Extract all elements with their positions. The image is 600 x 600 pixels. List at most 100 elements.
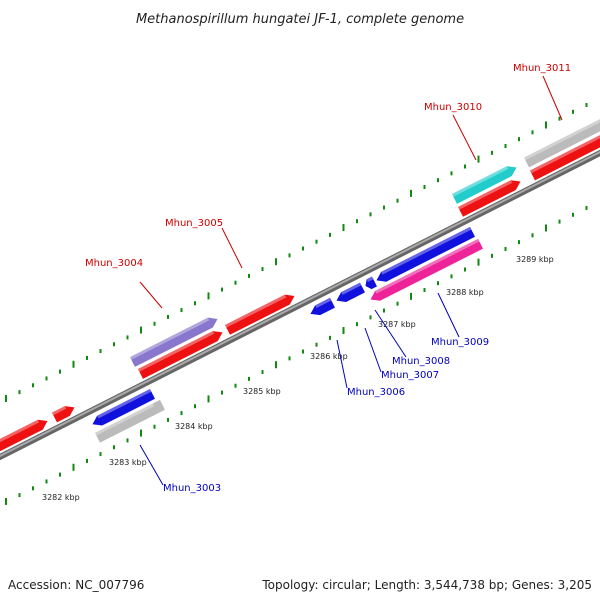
tick-mark — [369, 212, 372, 217]
tick-mark — [464, 267, 466, 272]
genome-summary-text: Topology: circular; Length: 3,544,738 bp… — [262, 578, 592, 592]
tick-mark — [491, 253, 493, 258]
gene-label-mhun-3011[interactable]: Mhun_3011 — [513, 63, 571, 74]
tick-label-3283: 3283 kbp — [109, 458, 147, 467]
tick-mark — [207, 395, 210, 403]
tick-mark — [491, 150, 493, 155]
gene-feature-gb4[interactable] — [363, 276, 377, 291]
tick-mark — [261, 370, 264, 375]
gene-label-mhun-3006[interactable]: Mhun_3006 — [347, 387, 405, 398]
gene-feature-gb2[interactable] — [308, 297, 335, 319]
gene-label-mhun-3008[interactable]: Mhun_3008 — [392, 356, 450, 367]
tick-labels: 3282 kbp 3283 kbp 3284 kbp 3285 kbp 3286… — [42, 255, 554, 502]
gene-feature-gc1[interactable] — [452, 163, 519, 204]
tick-mark — [288, 356, 291, 361]
gene-label-mhun-3003[interactable]: Mhun_3003 — [163, 483, 221, 494]
gene-label-mhun-3010[interactable]: Mhun_3010 — [424, 102, 482, 113]
tick-mark — [450, 171, 453, 176]
gene-feature-gg1[interactable] — [95, 399, 165, 443]
tick-mark — [86, 458, 88, 463]
gene-feature-g6[interactable] — [530, 130, 600, 181]
gene-features — [0, 114, 600, 454]
tick-mark — [207, 292, 210, 300]
tick-mark — [221, 390, 223, 395]
tick-mark — [113, 342, 115, 347]
tick-mark — [45, 376, 48, 381]
tick-mark — [126, 438, 129, 443]
gene-label-mhun-3004[interactable]: Mhun_3004 — [85, 258, 143, 269]
tick-mark — [410, 292, 412, 300]
gene-label-mhun-3005[interactable]: Mhun_3005 — [165, 218, 223, 229]
tick-mark — [275, 361, 277, 369]
gene-feature-gm1[interactable] — [368, 238, 483, 305]
tick-label-3288: 3288 kbp — [446, 288, 484, 297]
tick-mark — [477, 155, 480, 163]
genome-backbone — [0, 149, 600, 461]
genome-title: Methanospirillum hungatei JF-1, complete… — [136, 12, 464, 27]
tick-mark — [59, 472, 61, 477]
tick-mark — [477, 258, 480, 266]
tick-mark — [234, 383, 237, 388]
tick-mark — [32, 486, 34, 491]
gene-feature-g5[interactable] — [458, 177, 523, 217]
tick-mark — [180, 411, 183, 416]
tick-mark — [396, 198, 399, 203]
gene-feature-g2[interactable] — [52, 402, 77, 423]
tick-mark — [518, 240, 520, 245]
tick-mark — [518, 137, 520, 142]
gene-feature-gb3[interactable] — [334, 282, 365, 306]
gene-feature-gg2[interactable] — [524, 114, 600, 168]
leader-line — [364, 327, 382, 373]
tick-mark — [275, 258, 277, 266]
tick-label-3282: 3282 kbp — [42, 493, 80, 502]
leader-line — [139, 444, 164, 486]
gene-feature-gb5[interactable] — [374, 226, 475, 285]
tick-mark — [315, 342, 318, 347]
gene-label-mhun-3007[interactable]: Mhun_3007 — [381, 370, 439, 381]
tick-mark — [86, 355, 88, 360]
tick-mark — [585, 102, 588, 107]
leader-line — [139, 281, 163, 309]
tick-mark — [545, 224, 547, 232]
tick-mark — [72, 360, 75, 368]
gene-feature-g3[interactable] — [138, 328, 225, 379]
tick-mark — [140, 429, 142, 437]
tick-mark — [153, 424, 156, 429]
tick-mark — [99, 349, 102, 354]
tick-mark — [545, 121, 547, 129]
tick-mark — [396, 301, 399, 306]
leader-line — [452, 114, 477, 161]
tick-mark — [356, 219, 358, 224]
tick-mark — [572, 109, 574, 114]
tick-mark — [383, 308, 385, 313]
tick-mark — [18, 493, 21, 498]
tick-mark — [126, 335, 129, 340]
tick-label-3285: 3285 kbp — [243, 387, 281, 396]
gene-feature-g1[interactable] — [0, 416, 50, 454]
gene-labels: Mhun_3003 Mhun_3004 Mhun_3005 Mhun_3006 … — [85, 63, 571, 494]
tick-mark — [342, 224, 345, 232]
gene-label-mhun-3009[interactable]: Mhun_3009 — [431, 337, 489, 348]
tick-mark — [302, 349, 304, 354]
tick-mark — [18, 390, 21, 395]
tick-mark — [410, 189, 412, 197]
tick-mark — [99, 452, 102, 457]
gene-feature-gp1[interactable] — [130, 314, 220, 367]
tick-mark — [261, 267, 264, 272]
tick-label-3289: 3289 kbp — [516, 255, 554, 264]
gene-feature-gb1[interactable] — [90, 388, 155, 429]
tick-mark — [531, 233, 534, 238]
tick-mark — [531, 130, 534, 135]
tick-mark — [288, 253, 291, 258]
gene-feature-g4[interactable] — [225, 291, 297, 335]
tick-mark — [153, 321, 156, 326]
leader-line — [336, 339, 348, 389]
leader-line — [542, 75, 563, 121]
tick-label-3284: 3284 kbp — [175, 422, 213, 431]
tick-mark — [5, 394, 7, 402]
tick-mark — [558, 116, 561, 121]
tick-mark — [572, 212, 574, 217]
tick-mark — [248, 273, 250, 278]
label-leader-lines — [139, 75, 563, 486]
tick-mark — [5, 497, 7, 505]
